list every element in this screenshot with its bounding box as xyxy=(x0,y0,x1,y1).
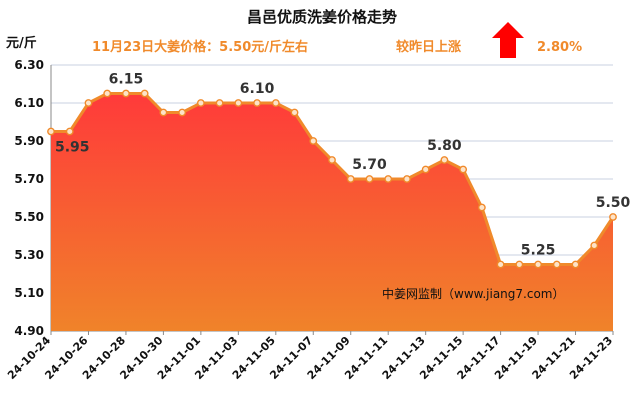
data-point xyxy=(440,156,449,164)
data-point xyxy=(65,127,74,136)
data-point xyxy=(103,89,112,98)
data-point xyxy=(290,108,299,117)
data-point xyxy=(384,175,393,183)
data-point xyxy=(365,175,374,183)
data-label: 6.15 xyxy=(109,72,144,88)
data-point xyxy=(421,165,430,174)
data-point xyxy=(571,260,580,269)
x-axis-ticks: 24-10-2424-10-2624-10-2824-10-3024-11-01… xyxy=(5,331,615,382)
data-point xyxy=(159,108,168,117)
area-shape xyxy=(51,93,613,331)
data-label: 5.50 xyxy=(596,195,631,211)
data-label: 5.80 xyxy=(427,138,462,154)
y-tick-label: 5.70 xyxy=(14,172,44,186)
price-note: 11月23日大姜价格：5.50元/斤左右 xyxy=(92,39,308,55)
chart-title: 昌邑优质洗姜价格走势 xyxy=(247,8,397,26)
data-point xyxy=(178,108,187,117)
data-point xyxy=(196,99,205,107)
data-label: 5.25 xyxy=(521,243,556,259)
up-arrow-icon xyxy=(492,22,524,58)
y-tick-label: 5.30 xyxy=(14,248,44,262)
change-value: 2.80% xyxy=(537,40,582,55)
data-point xyxy=(271,99,280,107)
y-tick-label: 6.10 xyxy=(14,96,44,110)
data-point xyxy=(534,260,542,269)
data-label: 5.70 xyxy=(352,157,387,173)
data-point xyxy=(215,99,224,107)
data-labels: 5.95 6.15 6.10 5.70 5.80 5.25 5.50 xyxy=(55,72,631,259)
watermark: 中姜网监制（www.jiang7.com） xyxy=(382,286,564,301)
data-point xyxy=(309,137,318,145)
y-tick-label: 5.10 xyxy=(14,286,44,300)
data-point xyxy=(403,175,411,183)
data-markers xyxy=(47,89,617,269)
y-tick-label: 5.50 xyxy=(14,210,44,224)
data-point xyxy=(328,156,336,164)
data-point xyxy=(496,260,505,269)
data-point xyxy=(234,99,243,107)
data-label: 5.95 xyxy=(55,140,90,156)
area-fill xyxy=(51,93,613,331)
y-tick-label: 5.90 xyxy=(14,134,44,148)
data-point xyxy=(515,260,524,269)
data-point xyxy=(477,203,486,212)
data-point xyxy=(552,260,561,269)
data-point xyxy=(122,89,130,98)
data-point xyxy=(609,213,617,221)
y-tick-label: 4.90 xyxy=(14,324,44,338)
change-label: 较昨日上涨 xyxy=(396,39,461,55)
data-point xyxy=(590,241,599,250)
y-axis-ticks: 6.30 6.10 5.90 5.70 5.50 5.30 5.10 4.90 xyxy=(14,58,44,338)
data-point xyxy=(140,89,149,98)
data-point xyxy=(47,127,55,136)
data-point xyxy=(346,175,355,183)
data-point xyxy=(253,99,261,107)
data-point xyxy=(84,99,93,107)
y-axis-unit: 元/斤 xyxy=(6,35,37,51)
y-tick-label: 6.30 xyxy=(14,58,44,72)
data-point xyxy=(459,165,468,174)
data-label: 6.10 xyxy=(240,81,275,97)
